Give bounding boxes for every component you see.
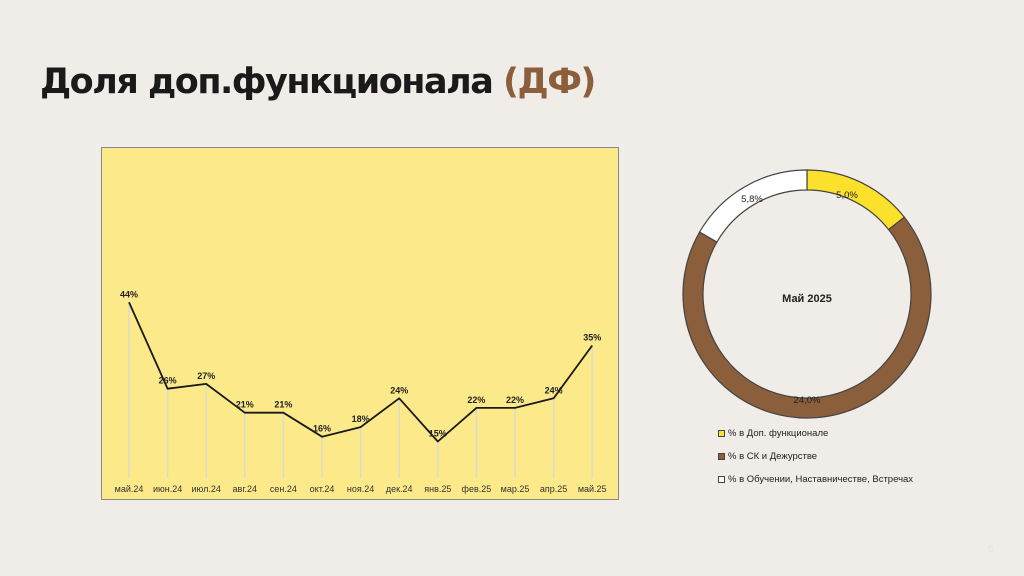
series-line <box>128 301 593 443</box>
data-label: 24% <box>545 385 563 395</box>
title-accent: (ДФ) <box>503 62 596 102</box>
x-tick-label: июл.24 <box>192 484 221 494</box>
line-chart-svg: 44% 26% 27% 21% 21% 16% 18% 24% 15% 22% 22% 24% 35% м… <box>115 289 607 494</box>
page-title: Доля доп.функционала (ДФ) <box>40 62 596 102</box>
data-label: 15% <box>429 429 447 439</box>
x-tick-label: окт.24 <box>310 484 335 494</box>
data-label: 24% <box>390 385 408 395</box>
title-main: Доля доп.функционала <box>40 62 504 102</box>
data-label: 18% <box>352 414 370 424</box>
legend-item: % в СК и Дежурстве <box>718 451 913 462</box>
x-tick-label: май.25 <box>578 484 607 494</box>
x-tick-label: янв.25 <box>424 484 451 494</box>
data-label: 26% <box>159 376 177 386</box>
legend-label: % в СК и Дежурстве <box>728 451 818 462</box>
data-label: 21% <box>274 400 292 410</box>
legend-label: % в Доп. функционале <box>728 428 829 439</box>
data-label: 27% <box>197 371 215 381</box>
x-tick-label: дек.24 <box>386 484 413 494</box>
x-tick-label: мар.25 <box>501 484 530 494</box>
data-label: 35% <box>583 333 601 343</box>
slice-label: 5,0% <box>836 190 858 201</box>
donut-center-label: Май 2025 <box>782 293 832 305</box>
legend-swatch <box>718 430 725 437</box>
legend-item: % в Обучении, Наставничестве, Встречах <box>718 474 913 485</box>
x-tick-label: сен.24 <box>270 484 297 494</box>
donut-legend: % в Доп. функционале % в СК и Дежурстве … <box>718 428 913 497</box>
data-label: 44% <box>120 289 138 299</box>
x-tick-label: апр.25 <box>540 484 567 494</box>
legend-item: % в Доп. функционале <box>718 428 913 439</box>
data-label: 22% <box>467 395 485 405</box>
line-chart: 44% 26% 27% 21% 21% 16% 18% 24% 15% 22% 22% 24% 35% м… <box>101 147 619 500</box>
slice-label: 24,0% <box>794 395 821 406</box>
data-label: 21% <box>236 400 254 410</box>
pie-slice <box>682 216 932 419</box>
pie-slice <box>698 169 808 243</box>
x-tick-label: июн.24 <box>153 484 182 494</box>
x-tick-label: май.24 <box>115 484 144 494</box>
legend-swatch <box>718 476 725 483</box>
x-tick-label: ноя.24 <box>347 484 374 494</box>
legend-label: % в Обучении, Наставничестве, Встречах <box>728 474 914 485</box>
x-tick-label: фев.25 <box>462 484 492 494</box>
data-label: 22% <box>506 395 524 405</box>
donut-chart-svg: 5,0% 24,0% 5,8% Май 2025 <box>682 169 932 419</box>
donut-chart: 5,0% 24,0% 5,8% Май 2025 <box>680 168 934 420</box>
x-tick-label: авг.24 <box>233 484 257 494</box>
page-number: 6 <box>988 544 994 555</box>
data-label: 16% <box>313 424 331 434</box>
legend-swatch <box>718 453 725 460</box>
slice-label: 5,8% <box>741 194 763 205</box>
